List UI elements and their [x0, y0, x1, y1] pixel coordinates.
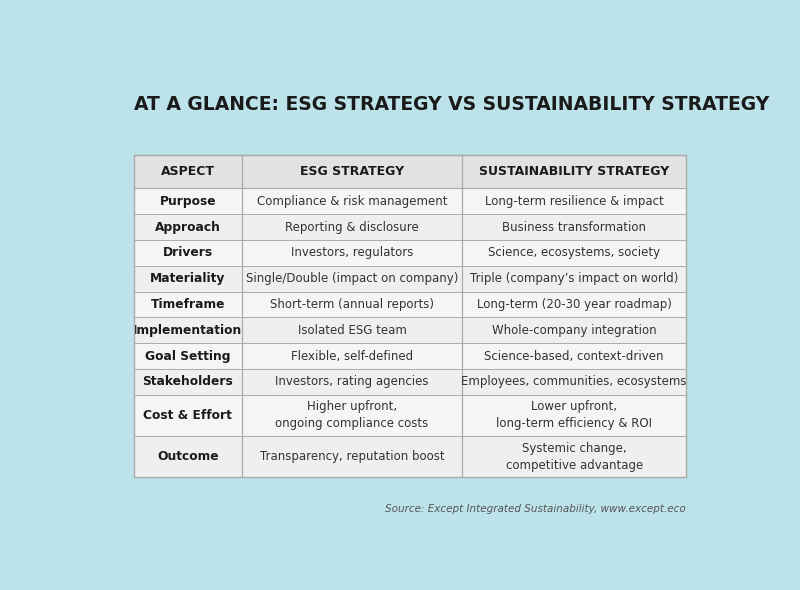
Text: Drivers: Drivers [163, 247, 213, 260]
Bar [134, 214, 686, 240]
Bar [134, 155, 686, 188]
Text: Investors, rating agencies: Investors, rating agencies [275, 375, 429, 388]
Text: Implementation: Implementation [134, 324, 242, 337]
Text: Long-term resilience & impact: Long-term resilience & impact [485, 195, 663, 208]
Text: ASPECT: ASPECT [161, 165, 215, 178]
Text: Short-term (annual reports): Short-term (annual reports) [270, 298, 434, 311]
Bar [134, 369, 686, 395]
Text: Single/Double (impact on company): Single/Double (impact on company) [246, 272, 458, 285]
Text: Systemic change,
competitive advantage: Systemic change, competitive advantage [506, 442, 642, 472]
Bar [134, 240, 686, 266]
Text: Higher upfront,
ongoing compliance costs: Higher upfront, ongoing compliance costs [275, 401, 429, 431]
Text: Investors, regulators: Investors, regulators [291, 247, 414, 260]
Text: Long-term (20-30 year roadmap): Long-term (20-30 year roadmap) [477, 298, 671, 311]
Bar [134, 317, 686, 343]
Bar [134, 343, 686, 369]
Text: Compliance & risk management: Compliance & risk management [257, 195, 447, 208]
Text: Science, ecosystems, society: Science, ecosystems, society [488, 247, 660, 260]
Bar [134, 436, 686, 477]
Text: Purpose: Purpose [159, 195, 216, 208]
Bar [134, 395, 686, 436]
Text: AT A GLANCE: ESG STRATEGY VS SUSTAINABILITY STRATEGY: AT A GLANCE: ESG STRATEGY VS SUSTAINABIL… [134, 96, 770, 114]
Text: Source: Except Integrated Sustainability, www.except.eco: Source: Except Integrated Sustainability… [385, 504, 686, 514]
Text: Outcome: Outcome [157, 450, 218, 463]
Text: Transparency, reputation boost: Transparency, reputation boost [260, 450, 444, 463]
Text: Triple (company’s impact on world): Triple (company’s impact on world) [470, 272, 678, 285]
Bar [134, 266, 686, 291]
Bar [134, 155, 686, 477]
Bar [134, 291, 686, 317]
Text: Isolated ESG team: Isolated ESG team [298, 324, 406, 337]
Text: Stakeholders: Stakeholders [142, 375, 234, 388]
Text: Lower upfront,
long-term efficiency & ROI: Lower upfront, long-term efficiency & RO… [496, 401, 652, 431]
Text: Reporting & disclosure: Reporting & disclosure [285, 221, 419, 234]
Text: Goal Setting: Goal Setting [145, 350, 230, 363]
Text: Flexible, self-defined: Flexible, self-defined [291, 350, 413, 363]
Text: Whole-company integration: Whole-company integration [492, 324, 657, 337]
Text: Employees, communities, ecosystems: Employees, communities, ecosystems [462, 375, 687, 388]
Text: Science-based, context-driven: Science-based, context-driven [485, 350, 664, 363]
Bar [134, 188, 686, 214]
Text: ESG STRATEGY: ESG STRATEGY [300, 165, 404, 178]
Text: SUSTAINABILITY STRATEGY: SUSTAINABILITY STRATEGY [479, 165, 670, 178]
Bar [134, 155, 686, 477]
Text: Timeframe: Timeframe [150, 298, 225, 311]
Text: Approach: Approach [155, 221, 221, 234]
Text: Materiality: Materiality [150, 272, 226, 285]
Text: Cost & Effort: Cost & Effort [143, 409, 232, 422]
Text: Business transformation: Business transformation [502, 221, 646, 234]
